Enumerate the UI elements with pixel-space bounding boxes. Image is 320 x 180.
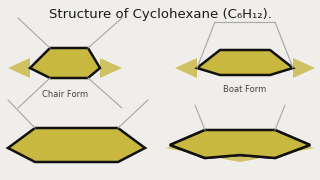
Polygon shape — [8, 128, 145, 162]
Polygon shape — [205, 130, 275, 140]
Polygon shape — [293, 58, 315, 78]
Polygon shape — [165, 135, 315, 162]
Polygon shape — [8, 58, 30, 78]
Polygon shape — [240, 130, 310, 158]
Text: Boat Form: Boat Form — [223, 85, 267, 94]
Polygon shape — [170, 130, 240, 158]
Polygon shape — [5, 135, 35, 160]
Text: Chair Form: Chair Form — [42, 90, 88, 99]
Polygon shape — [100, 58, 122, 78]
Polygon shape — [30, 48, 100, 78]
Text: Structure of Cyclohexane (C₆H₁₂).: Structure of Cyclohexane (C₆H₁₂). — [49, 8, 271, 21]
Polygon shape — [197, 50, 293, 75]
Polygon shape — [175, 58, 197, 78]
Polygon shape — [170, 130, 310, 158]
Polygon shape — [118, 135, 148, 160]
